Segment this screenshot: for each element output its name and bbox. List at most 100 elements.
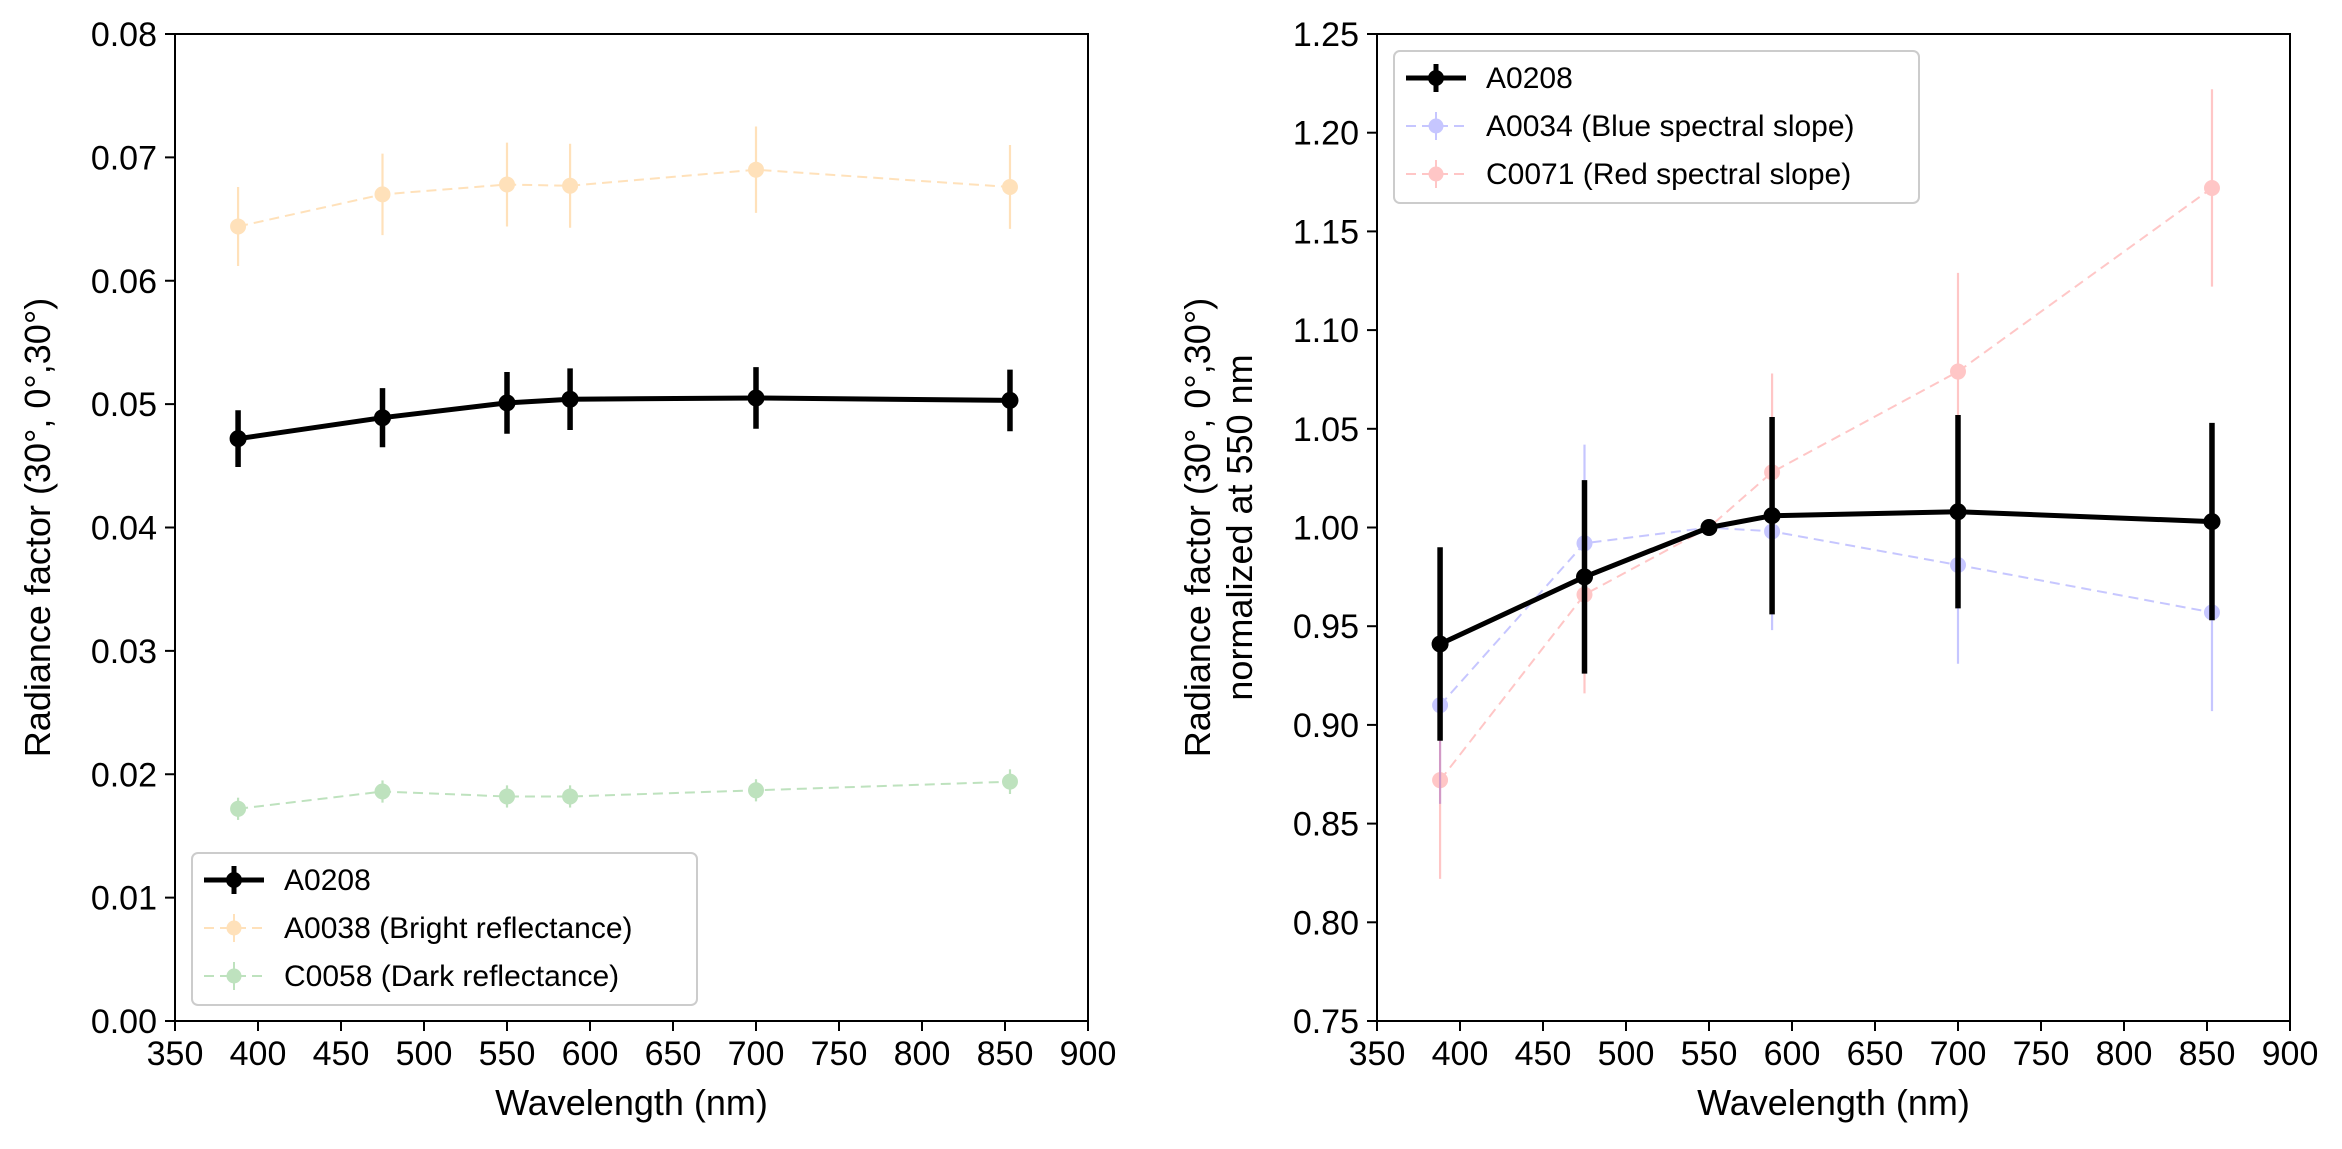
chart1-series-1 [229,367,1019,468]
chart1-legend-label: A0038 (Bright reflectance) [284,912,633,945]
chart1-data-point [562,788,579,805]
chart1-x-tick-label: 750 [811,1035,868,1073]
chart2-y-tick-label: 0.80 [1293,904,1359,942]
chart2-data-point [1431,635,1449,653]
chart1-data-point [230,800,247,817]
chart2-legend: A0208 A0034 (Blue spectral slope) C0071 (R… [1393,50,1920,204]
chart1-legend-handle [204,962,264,990]
chart1-legend-marker [226,968,242,984]
chart2-series-line [1439,526,2213,706]
chart2-x-tick-label: 650 [1847,1035,1904,1073]
chart1-data-point [1001,178,1018,195]
chart1: 350 400 450 500 550 600 650 700 750 800 850 900 0.00… [17,16,1116,1123]
chart2-legend-frame [1393,50,1920,204]
chart1-data-point [374,409,391,427]
chart1-y-tick-label: 0.00 [91,1003,157,1041]
chart1-series-2 [230,126,1018,266]
chart2-data-point [1700,519,1718,536]
chart1-x-tick-label: 850 [977,1035,1034,1073]
chart2-data-point [1763,507,1781,525]
chart2-y-tick-label: 1.00 [1293,510,1359,548]
chart2-x-tick-label: 900 [2262,1035,2319,1073]
chart2-series-line [1439,187,2213,781]
chart2-legend-marker [1428,70,1444,86]
chart1-x-tick-label: 700 [728,1035,785,1073]
chart1-legend-marker [226,872,242,888]
chart2-x-tick-label: 750 [2013,1035,2070,1073]
chart1-series-line [237,780,1011,810]
chart1-y-axis-label: Radiance factor (30°, 0°,30°) [17,298,58,757]
chart1-y-tick-label: 0.08 [91,16,157,54]
chart1-data-point [229,430,247,448]
chart2-legend-handle [1406,112,1466,140]
chart2-legend-handle [1406,160,1466,188]
chart1-legend-marker [226,920,242,936]
chart1-data-point [748,161,764,178]
chart1-x-tick-label: 400 [230,1035,287,1073]
chart1-data-point [748,782,764,799]
chart1-y-tick-label: 0.03 [91,633,157,671]
chart2-y-tick-label: 0.85 [1293,806,1359,844]
chart2: 350 400 450 500 550 600 650 700 750 800 850 900 0.75… [1177,16,2318,1123]
chart1-x-tick-label: 450 [313,1035,370,1073]
chart1-legend-label: C0058 (Dark reflectance) [284,960,619,993]
chart2-x-tick-label: 350 [1349,1035,1406,1073]
chart2-legend-label: C0071 (Red spectral slope) [1486,158,1851,191]
chart1-legend-handle [204,866,264,894]
chart2-y-axis-label-line: normalized at 550 nm [1219,354,1260,700]
chart2-data-point [2203,179,2220,196]
chart1-series-3 [230,769,1018,820]
chart2-y-tick-label: 1.25 [1293,16,1359,54]
chart2-data-point [1949,503,1967,521]
chart2-data-point [2203,513,2221,531]
chart1-legend: A0208 A0038 (Bright reflectance) C0058 (Da… [191,852,698,1006]
chart1-y-tick-label: 0.06 [91,263,157,301]
chart2-y-tick-label: 0.90 [1293,707,1359,745]
chart1-legend-handle [204,914,264,942]
chart2-data-point [1576,568,1593,586]
chart1-data-point [230,218,247,235]
chart2-x-tick-label: 850 [2179,1035,2236,1073]
chart2-legend-label: A0208 [1486,62,1573,95]
chart1-x-tick-label: 350 [147,1035,204,1073]
chart2-series-2 [1432,432,2220,804]
chart2-x-tick-label: 600 [1764,1035,1821,1073]
chart2-legend-handle [1406,64,1466,92]
chart2-x-axis-label: Wavelength (nm) [1697,1082,1970,1123]
chart1-data-point [498,394,516,412]
chart2-data-point [1432,772,1449,789]
chart1-data-point [561,390,579,408]
chart1-x-tick-label: 600 [562,1035,619,1073]
chart2-y-tick-label: 1.05 [1293,411,1359,449]
chart2-x-tick-label: 700 [1930,1035,1987,1073]
chart2-series-3 [1432,89,2220,879]
chart1-data-point [499,176,515,193]
chart1-data-point [499,788,515,805]
chart1-data-point [747,389,765,407]
chart1-data-point [1001,391,1019,409]
chart1-x-axis-label: Wavelength (nm) [495,1082,768,1123]
chart1-series-line [237,395,1011,442]
chart1-y-tick-label: 0.05 [91,386,157,424]
chart2-x-tick-label: 400 [1432,1035,1489,1073]
chart2-x-tick-label: 800 [2096,1035,2153,1073]
chart1-legend-frame [191,852,698,1006]
chart1-legend-label: A0208 [284,864,371,897]
chart1-y-tick-label: 0.04 [91,510,157,548]
chart1-y-tick-label: 0.01 [91,880,157,918]
chart2-x-tick-label: 550 [1681,1035,1738,1073]
chart1-data-point [1001,773,1018,790]
chart1-x-tick-label: 800 [894,1035,951,1073]
chart2-y-tick-label: 1.15 [1293,213,1359,251]
chart2-legend-marker [1428,118,1444,134]
chart2-legend-label: A0034 (Blue spectral slope) [1486,110,1855,143]
chart2-x-tick-label: 450 [1515,1035,1572,1073]
chart1-x-tick-label: 550 [479,1035,536,1073]
chart1-y-tick-label: 0.02 [91,756,157,794]
chart1-data-point [374,783,391,800]
chart2-x-tick-label: 500 [1598,1035,1655,1073]
chart2-series-1 [1431,414,2221,741]
chart1-series-line [237,168,1011,228]
chart2-legend-marker [1428,166,1444,182]
